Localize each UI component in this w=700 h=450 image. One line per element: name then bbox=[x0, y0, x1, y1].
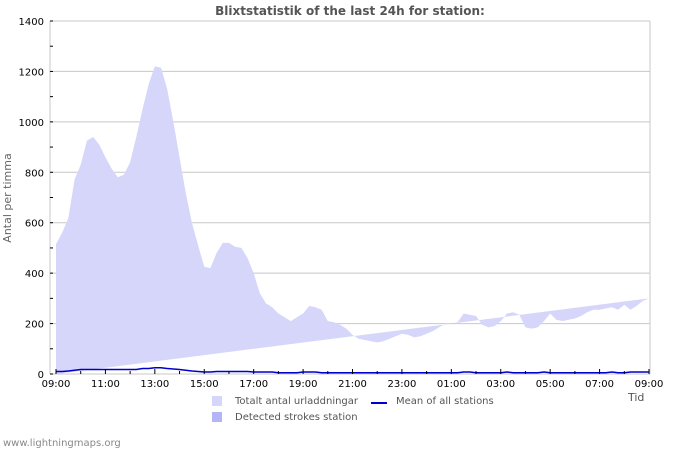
footer-site-link[interactable]: www.lightningmaps.org bbox=[3, 438, 121, 449]
total-discharges-area bbox=[56, 66, 649, 375]
y-tick-label: 0 bbox=[38, 370, 44, 381]
y-tick-label: 1000 bbox=[19, 118, 44, 129]
legend-swatch-total bbox=[212, 396, 222, 406]
x-axis-title: Tid bbox=[628, 391, 645, 404]
x-tick-label: 01:00 bbox=[437, 379, 466, 390]
legend-total-label: Totalt antal urladdningar bbox=[235, 396, 359, 407]
y-tick-label: 600 bbox=[25, 219, 44, 230]
y-axis-title: Antal per timma bbox=[1, 153, 14, 242]
x-tick-label: 09:00 bbox=[42, 379, 71, 390]
x-tick-label: 09:00 bbox=[635, 379, 664, 390]
x-tick-label: 17:00 bbox=[239, 379, 268, 390]
x-tick-label: 15:00 bbox=[190, 379, 219, 390]
legend-station-label: Detected strokes station bbox=[235, 412, 358, 423]
x-tick-label: 11:00 bbox=[91, 379, 120, 390]
x-tick-label: 23:00 bbox=[388, 379, 417, 390]
x-tick-label: 21:00 bbox=[338, 379, 367, 390]
x-tick-label: 19:00 bbox=[289, 379, 318, 390]
y-tick-label: 200 bbox=[25, 320, 44, 331]
legend-mean-label: Mean of all stations bbox=[396, 396, 494, 407]
x-tick-label: 13:00 bbox=[140, 379, 169, 390]
x-tick-label: 07:00 bbox=[585, 379, 614, 390]
y-tick-label: 800 bbox=[25, 168, 44, 179]
y-tick-label: 1200 bbox=[19, 67, 44, 78]
y-tick-label: 1400 bbox=[19, 17, 44, 28]
x-axis-ticks: 09:00 11:00 13:00 15:00 17:00 19:00 21:00 23:00… bbox=[42, 369, 664, 390]
y-tick-label: 400 bbox=[25, 269, 44, 280]
chart-title: Blixtstatistik of the last 24h for stati… bbox=[215, 4, 485, 18]
legend-swatch-mean bbox=[371, 402, 387, 404]
x-tick-label: 03:00 bbox=[486, 379, 515, 390]
legend-swatch-station bbox=[212, 412, 222, 422]
y-axis-ticks: 0 200 400 600 800 1000 1200 1400 bbox=[19, 17, 53, 381]
x-tick-label: 05:00 bbox=[536, 379, 565, 390]
